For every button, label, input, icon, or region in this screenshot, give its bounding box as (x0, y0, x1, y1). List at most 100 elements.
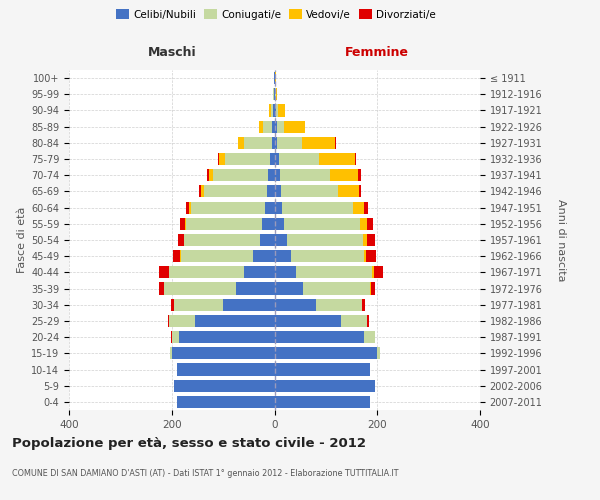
Bar (199, 186, 201, 198)
Text: Femmine: Femmine (345, 46, 409, 59)
Bar (281, 186, 338, 198)
Bar (277, 120, 284, 132)
Bar (275, 364, 370, 376)
Bar (362, 298, 365, 311)
Bar (181, 218, 185, 230)
Bar (195, 315, 275, 327)
Bar (275, 202, 281, 213)
Bar (275, 218, 284, 230)
Y-axis label: Fasce di età: Fasce di età (17, 207, 27, 273)
Bar (275, 331, 364, 343)
Text: Maschi: Maschi (148, 46, 196, 59)
Bar (277, 137, 302, 149)
Bar (374, 266, 383, 278)
Bar (184, 234, 260, 246)
Bar (260, 234, 275, 246)
Bar (275, 104, 278, 117)
Bar (238, 137, 244, 149)
Bar (275, 315, 341, 327)
Bar (291, 250, 364, 262)
Bar (164, 282, 236, 294)
Bar (275, 153, 278, 165)
Bar (218, 153, 219, 165)
Bar (367, 218, 373, 230)
Bar (275, 88, 277, 101)
Bar (275, 234, 287, 246)
Bar (271, 153, 275, 165)
Bar (275, 380, 374, 392)
Bar (275, 298, 316, 311)
Bar (330, 169, 358, 181)
Bar (213, 169, 268, 181)
Bar (275, 250, 291, 262)
Bar (341, 315, 367, 327)
Bar (169, 315, 195, 327)
Bar (367, 250, 376, 262)
Bar (316, 298, 362, 311)
Bar (303, 282, 370, 294)
Bar (244, 137, 272, 149)
Bar (275, 396, 370, 408)
Bar (160, 282, 164, 294)
Bar (281, 202, 353, 213)
Bar (280, 169, 330, 181)
Bar (171, 298, 174, 311)
Bar (353, 202, 364, 213)
Bar (370, 282, 371, 294)
Text: Popolazione per età, sesso e stato civile - 2012: Popolazione per età, sesso e stato civil… (12, 438, 366, 450)
Bar (207, 169, 209, 181)
Bar (185, 218, 262, 230)
Bar (259, 120, 263, 132)
Bar (360, 218, 367, 230)
Bar (338, 186, 359, 198)
Bar (287, 234, 364, 246)
Bar (265, 202, 275, 213)
Bar (319, 153, 355, 165)
Bar (223, 298, 275, 311)
Bar (268, 169, 275, 181)
Bar (269, 104, 271, 117)
Bar (364, 250, 367, 262)
Bar (209, 169, 213, 181)
Bar (371, 282, 374, 294)
Bar (262, 218, 275, 230)
Bar (272, 137, 275, 149)
Bar (364, 202, 368, 213)
Bar (272, 120, 275, 132)
Bar (244, 266, 275, 278)
Bar (364, 234, 367, 246)
Bar (179, 331, 275, 343)
Bar (377, 348, 380, 360)
Bar (178, 234, 184, 246)
Bar (367, 234, 375, 246)
Bar (225, 153, 271, 165)
Bar (167, 315, 169, 327)
Bar (275, 266, 296, 278)
Bar (169, 266, 244, 278)
Bar (191, 202, 265, 213)
Bar (181, 250, 253, 262)
Bar (278, 104, 285, 117)
Bar (284, 120, 305, 132)
Bar (367, 315, 368, 327)
Bar (275, 186, 281, 198)
Bar (172, 348, 275, 360)
Bar (170, 348, 172, 360)
Bar (275, 120, 277, 132)
Bar (219, 153, 225, 165)
Bar (201, 186, 204, 198)
Bar (296, 266, 372, 278)
Bar (372, 266, 374, 278)
Bar (160, 266, 169, 278)
Bar (274, 104, 275, 117)
Bar (177, 364, 275, 376)
Text: COMUNE DI SAN DAMIANO D'ASTI (AT) - Dati ISTAT 1° gennaio 2012 - Elaborazione TU: COMUNE DI SAN DAMIANO D'ASTI (AT) - Dati… (12, 469, 398, 478)
Bar (275, 137, 277, 149)
Bar (302, 137, 335, 149)
Bar (355, 153, 356, 165)
Bar (275, 282, 303, 294)
Bar (364, 331, 374, 343)
Y-axis label: Anni di nascita: Anni di nascita (556, 198, 566, 281)
Bar (173, 250, 181, 262)
Bar (359, 186, 361, 198)
